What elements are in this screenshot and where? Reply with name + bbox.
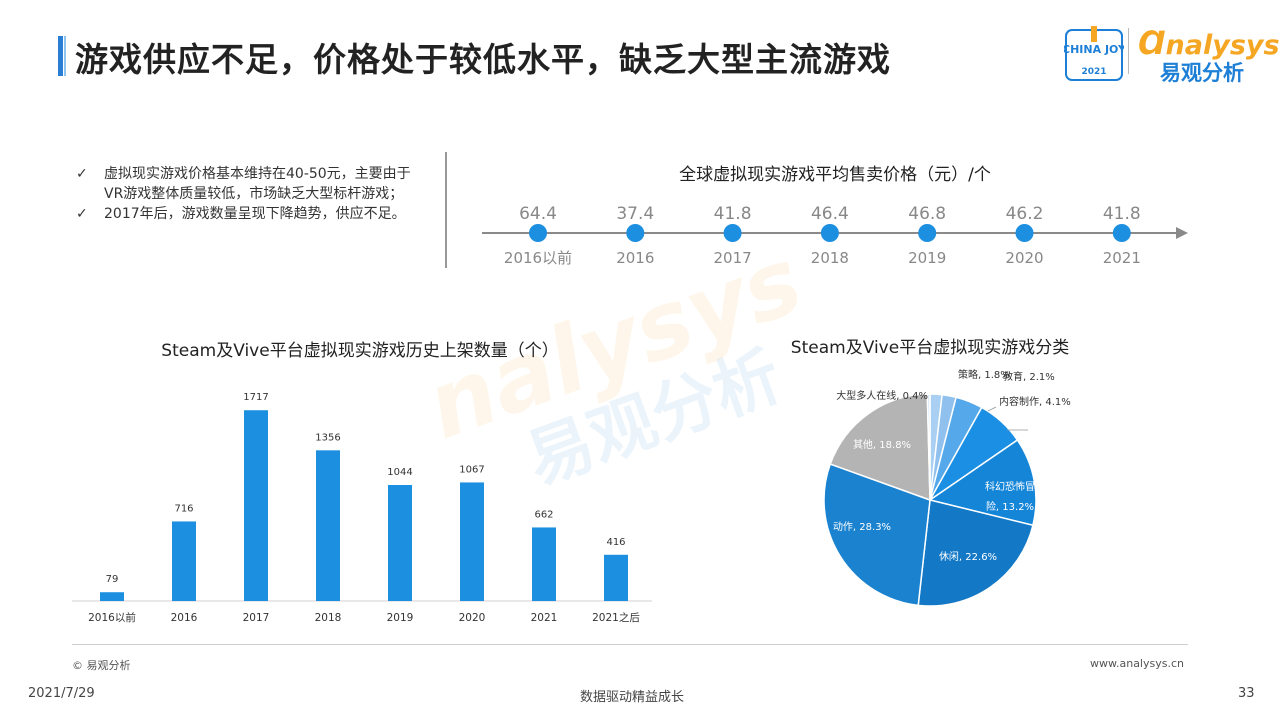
vertical-divider	[445, 152, 447, 268]
timeline-point	[1015, 224, 1034, 242]
pie-slice-label: 险, 13.2%	[986, 500, 1034, 513]
pie-slice	[917, 499, 1034, 607]
pie-chart-title: Steam及Vive平台虚拟现实游戏分类	[790, 338, 1070, 358]
pie-slice-label: 大型多人在线, 0.4%	[836, 389, 928, 402]
bar-value-label: 716	[174, 503, 193, 514]
bar-value-label: 416	[606, 537, 625, 548]
footer-date: 2021/7/29	[28, 686, 95, 701]
bullet-item: ✓ 虚拟现实游戏价格基本维持在40-50元，主要由于VR游戏整体质量较低，市场缺…	[76, 164, 416, 204]
timeline-category-label: 2017	[714, 249, 752, 267]
bar-value-label: 79	[106, 574, 119, 585]
bar-value-label: 1717	[243, 392, 268, 403]
timeline-category-label: 2019	[908, 249, 946, 267]
footer-slogan: 数据驱动精益成长	[580, 690, 685, 705]
page-title: 游戏供应不足，价格处于较低水平，缺乏大型主流游戏	[75, 40, 891, 79]
bar	[460, 482, 484, 601]
timeline-category-label: 2021	[1103, 249, 1141, 267]
title-accent-bar-light	[64, 36, 66, 76]
bar	[244, 410, 268, 601]
bar-category-label: 2019	[387, 612, 414, 624]
bar-value-label: 1067	[459, 464, 484, 475]
bar-category-label: 2020	[459, 612, 486, 624]
analysys-logo-cn: 易观分析	[1160, 61, 1244, 85]
bar	[604, 554, 628, 601]
website-link[interactable]: www.analysys.cn	[1090, 657, 1184, 670]
timeline-point	[820, 224, 839, 242]
bar	[532, 527, 556, 601]
pie-slice	[823, 463, 931, 607]
pie-slice-label: 动作, 28.3%	[833, 521, 891, 533]
logo-divider	[1128, 28, 1129, 74]
timeline-category-label: 2016	[616, 249, 654, 267]
timeline-value-label: 41.8	[714, 204, 752, 224]
timeline-category-label: 2020	[1005, 249, 1043, 267]
pie-leader-line	[987, 406, 997, 412]
timeline-chart-title: 全球虚拟现实游戏平均售卖价格（元）/个	[679, 165, 991, 185]
analysys-logo-text: Ɑnalysys	[1138, 24, 1280, 62]
timeline-arrow-icon	[1176, 227, 1188, 239]
bullet-text: 虚拟现实游戏价格基本维持在40-50元，主要由于VR游戏整体质量较低，市场缺乏大…	[104, 166, 411, 202]
timeline-value-label: 46.2	[1006, 204, 1044, 224]
check-icon: ✓	[76, 166, 88, 182]
pie-slice-label: 策略, 1.8%	[958, 368, 1010, 381]
timeline-category-label: 2016以前	[504, 249, 572, 267]
bar-chart: 79 2016以前 716 2016 1717 2017 1356 2018 1044 2019 1…	[72, 392, 652, 624]
timeline-point	[1112, 224, 1131, 242]
timeline-point	[918, 224, 937, 242]
check-icon: ✓	[76, 206, 88, 222]
china-joy-logo: CHINA JOY 2021	[1064, 26, 1124, 81]
timeline-value-label: 46.4	[811, 204, 849, 224]
pie-slice-label: 教育, 2.1%	[1003, 370, 1055, 383]
bar	[100, 592, 124, 601]
bar-category-label: 2017	[243, 612, 270, 624]
bar	[172, 521, 196, 601]
pie-slice-label: 科幻恐怖冒	[985, 480, 1035, 493]
logo-china-text: CHINA JOY	[1064, 43, 1124, 56]
bar-value-label: 1356	[315, 432, 340, 443]
bar-category-label: 2016以前	[88, 611, 136, 624]
bar-category-label: 2016	[171, 612, 198, 624]
bar-category-label: 2021之后	[592, 611, 640, 624]
timeline-value-label: 64.4	[519, 204, 557, 224]
logo-year: 2021	[1081, 67, 1106, 77]
bullet-text: 2017年后，游戏数量呈现下降趋势，供应不足。	[104, 206, 406, 222]
timeline-category-label: 2018	[811, 249, 849, 267]
footer-divider	[72, 644, 1188, 645]
bar-value-label: 1044	[387, 467, 412, 478]
timeline-point	[723, 224, 742, 242]
pie-slice	[829, 393, 931, 502]
bar-value-label: 662	[534, 509, 553, 520]
bar-category-label: 2018	[315, 612, 342, 624]
pie-slice-label: 其他, 18.8%	[853, 438, 911, 451]
timeline-value-label: 41.8	[1103, 204, 1141, 224]
timeline-point	[529, 224, 547, 242]
bar	[388, 485, 412, 601]
source-note: © 易观分析	[72, 659, 131, 672]
bar-category-label: 2021	[531, 612, 558, 624]
title-accent-bar	[58, 36, 63, 76]
bar-chart-title: Steam及Vive平台虚拟现实游戏历史上架数量（个）	[161, 341, 559, 361]
pie-slice	[928, 438, 1037, 527]
page-number: 33	[1238, 686, 1255, 701]
pie-slice-label: 内容制作, 4.1%	[999, 395, 1071, 408]
timeline-point	[626, 224, 645, 242]
pie-slice-label: 休闲, 22.6%	[939, 550, 997, 563]
timeline-value-label: 46.8	[908, 204, 946, 224]
bar	[316, 450, 340, 601]
bullet-item: ✓ 2017年后，游戏数量呈现下降趋势，供应不足。	[76, 204, 416, 224]
timeline-chart: 64.4 2016以前 37.4 2016 41.8 2017 46.4 2018 46.8 20…	[482, 204, 1188, 267]
timeline-value-label: 37.4	[616, 204, 654, 224]
pie-slice	[926, 393, 931, 501]
bullet-list: ✓ 虚拟现实游戏价格基本维持在40-50元，主要由于VR游戏整体质量较低，市场缺…	[76, 164, 416, 224]
